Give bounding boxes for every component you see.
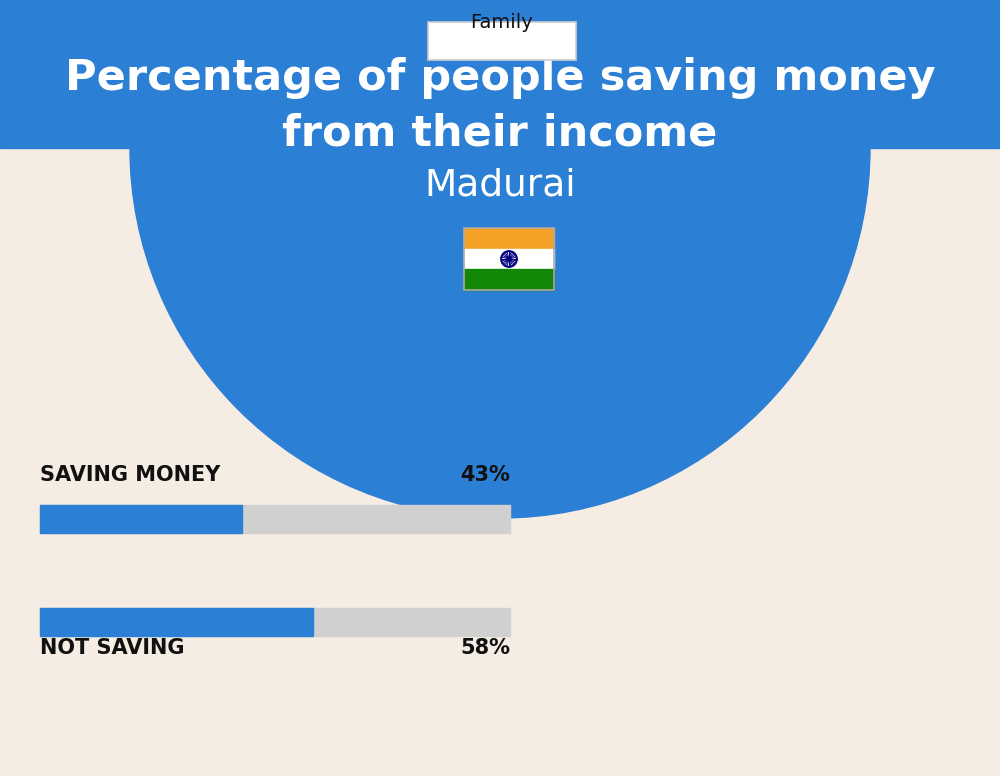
Bar [464, 269, 554, 290]
Bar [40, 505, 510, 533]
Text: Madurai: Madurai [424, 167, 576, 203]
Bar [40, 505, 242, 533]
Bar [40, 608, 510, 636]
Text: 58%: 58% [460, 638, 510, 658]
Bar [464, 228, 554, 248]
Bar [0, 0, 1000, 148]
Text: 43%: 43% [460, 465, 510, 485]
Text: Family: Family [471, 12, 533, 32]
Text: Percentage of people saving money: Percentage of people saving money [65, 57, 935, 99]
Text: NOT SAVING: NOT SAVING [40, 638, 184, 658]
Text: SAVING MONEY: SAVING MONEY [40, 465, 220, 485]
Bar [464, 248, 554, 269]
Text: from their income: from their income [282, 112, 718, 154]
FancyBboxPatch shape [428, 22, 576, 60]
Circle shape [508, 258, 510, 260]
Bar [464, 228, 554, 290]
Circle shape [130, 0, 870, 518]
Bar [40, 608, 313, 636]
